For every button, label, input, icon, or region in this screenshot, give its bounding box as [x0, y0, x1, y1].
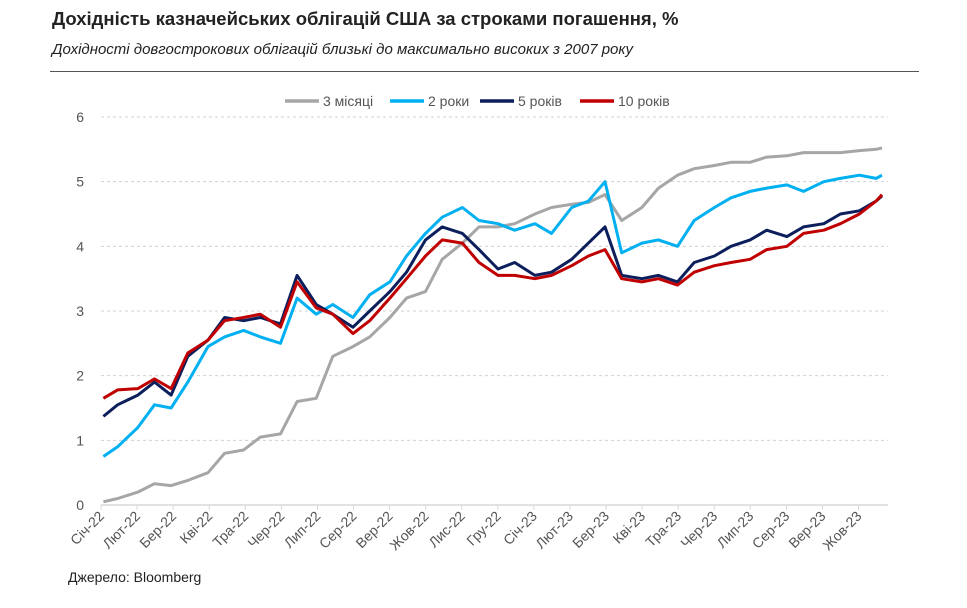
x-tick-label: Сер-23 — [749, 508, 793, 552]
y-tick-label: 6 — [76, 109, 84, 125]
x-tick-label: Лют-23 — [532, 508, 576, 552]
x-tick-label: Лют-22 — [99, 508, 143, 552]
legend-item: 5 років — [480, 93, 562, 109]
series-line-2 — [102, 194, 883, 418]
x-tick-label: Чер-23 — [677, 508, 720, 551]
y-tick-label: 2 — [76, 368, 84, 384]
legend-label: 2 роки — [428, 93, 469, 109]
x-tick-label: Чер-22 — [244, 508, 287, 551]
legend-item: 10 років — [580, 93, 670, 109]
y-tick-label: 1 — [76, 432, 84, 448]
chart-subtitle: Дохідності довгострокових облігацій близ… — [52, 41, 633, 58]
x-tick-label: Лис-22 — [425, 508, 468, 551]
legend-label: 3 місяці — [323, 93, 373, 109]
x-tick-label: Сер-22 — [316, 508, 360, 552]
x-tick-label: Жов-23 — [819, 508, 865, 554]
y-tick-label: 0 — [76, 497, 84, 513]
x-tick-label: Бер-23 — [569, 508, 612, 551]
y-tick-label: 4 — [76, 238, 84, 254]
x-tick-label: Бер-22 — [136, 508, 179, 551]
legend-label: 5 років — [518, 93, 562, 109]
title-divider — [50, 71, 919, 72]
x-tick-label: Лип-23 — [713, 508, 756, 551]
y-tick-label: 3 — [76, 303, 84, 319]
y-tick-label: 5 — [76, 174, 84, 190]
x-tick-label: Лип-22 — [281, 508, 324, 551]
series-line-0 — [103, 146, 883, 504]
series-line-1 — [102, 173, 883, 458]
x-tick-label: Кві-22 — [176, 508, 215, 547]
x-tick-label: Гру-22 — [463, 508, 504, 549]
x-tick-label: Кві-23 — [609, 508, 648, 547]
legend-label: 10 років — [618, 93, 670, 109]
series-line-3 — [102, 193, 884, 400]
x-tick-label: Жов-22 — [386, 508, 432, 554]
legend-item: 3 місяці — [285, 93, 373, 109]
x-tick-label: Тра-23 — [642, 508, 684, 550]
chart-title: Дохідність казначейських облігацій США з… — [52, 8, 679, 29]
legend-item: 2 роки — [390, 93, 469, 109]
x-tick-label: Тра-22 — [209, 508, 251, 550]
source-note: Джерело: Bloomberg — [68, 569, 202, 585]
